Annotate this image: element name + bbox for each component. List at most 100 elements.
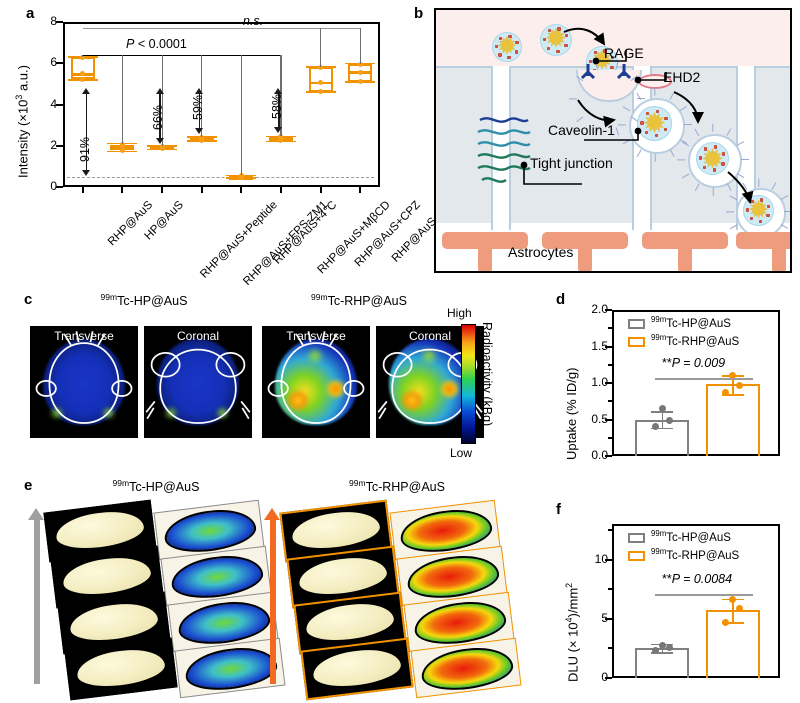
surface-ligand[interactable] xyxy=(759,198,764,202)
x-tick[interactable] xyxy=(279,187,282,193)
scatter-point[interactable] xyxy=(658,641,666,649)
view-label[interactable]: Transverse xyxy=(54,329,114,343)
cell-junction-1[interactable] xyxy=(491,66,511,230)
error-bar-1[interactable] xyxy=(661,411,664,428)
scatter-point[interactable] xyxy=(729,372,737,380)
data-point[interactable] xyxy=(119,147,125,153)
astrocyte-stem-3[interactable] xyxy=(678,247,692,271)
p-drop-6[interactable] xyxy=(280,55,282,137)
hotspot[interactable] xyxy=(305,348,325,365)
data-point[interactable] xyxy=(318,64,324,70)
x-tick[interactable] xyxy=(200,187,203,193)
caveolin-spike[interactable] xyxy=(684,124,692,126)
scatter-point[interactable] xyxy=(651,646,659,654)
y-minor-tick[interactable] xyxy=(607,436,612,439)
stack-arrow-head-1[interactable] xyxy=(28,508,44,520)
error-bar-2[interactable] xyxy=(732,374,734,394)
scatter-point[interactable] xyxy=(722,388,730,396)
y-tick-label[interactable]: 0.0 xyxy=(591,448,608,462)
surface-ligand[interactable] xyxy=(745,208,750,212)
y-minor-tick[interactable] xyxy=(607,363,612,366)
pct-arrow-line[interactable] xyxy=(159,93,161,139)
y-tick[interactable] xyxy=(56,186,63,188)
hotspot[interactable] xyxy=(49,406,65,419)
spect-image-3[interactable]: Transverse xyxy=(262,326,370,438)
data-point[interactable] xyxy=(199,135,205,140)
surface-ligand[interactable] xyxy=(714,145,718,149)
error-cap-bot-1[interactable] xyxy=(651,427,674,430)
data-point[interactable] xyxy=(357,61,363,67)
stack-arrow-head-2[interactable] xyxy=(264,508,280,520)
p-bracket[interactable] xyxy=(82,55,281,57)
view-label[interactable]: Coronal xyxy=(408,329,452,343)
astrocyte-body-4[interactable] xyxy=(736,232,790,249)
y-tick-label[interactable]: 5 xyxy=(601,610,608,625)
hotspot[interactable] xyxy=(215,406,231,419)
pct-arrow-line[interactable] xyxy=(86,93,88,172)
brain-section[interactable] xyxy=(304,599,396,645)
error-cap-bot-2[interactable] xyxy=(721,622,744,624)
astrocyte-body-2[interactable] xyxy=(542,232,628,249)
surface-ligand[interactable] xyxy=(758,219,763,223)
y-tick[interactable] xyxy=(56,103,63,106)
y-tick-label[interactable]: 8 xyxy=(50,14,57,28)
pct-arrowhead-up[interactable] xyxy=(195,88,204,95)
astrocyte-body-1[interactable] xyxy=(442,232,528,249)
y-tick[interactable] xyxy=(605,309,612,311)
pct-arrowhead-up[interactable] xyxy=(155,88,164,95)
y-tick[interactable] xyxy=(605,455,612,457)
surface-ligand[interactable] xyxy=(588,59,593,64)
pct-label[interactable]: 58% xyxy=(269,93,284,119)
data-point[interactable] xyxy=(80,54,86,60)
view-label[interactable]: Coronal xyxy=(176,329,220,343)
astrocyte-body-3[interactable] xyxy=(642,232,728,249)
y-tick-label[interactable]: 2.0 xyxy=(591,302,608,316)
vesicle-cargo-2[interactable]: ✹ xyxy=(696,142,729,175)
x-tick[interactable] xyxy=(161,187,164,193)
y-minor-tick[interactable] xyxy=(607,588,612,591)
surface-ligand[interactable] xyxy=(547,28,551,33)
surface-ligand[interactable] xyxy=(664,116,668,121)
surface-ligand[interactable] xyxy=(494,44,498,49)
y-tick-label[interactable]: 6 xyxy=(50,55,57,70)
pct-label[interactable]: 66% xyxy=(151,104,166,130)
surface-ligand[interactable] xyxy=(640,121,644,125)
astrocyte-stem-4[interactable] xyxy=(772,247,786,271)
data-point[interactable] xyxy=(80,77,86,83)
x-label-1[interactable]: RHP@AuS xyxy=(105,199,156,249)
surface-ligand[interactable] xyxy=(656,109,660,114)
y-minor-tick[interactable] xyxy=(607,327,612,330)
caveolin-spike[interactable] xyxy=(741,159,749,161)
surface-ligand[interactable] xyxy=(644,131,648,135)
surface-ligand[interactable] xyxy=(556,49,560,54)
hotspot[interactable] xyxy=(438,379,461,398)
y-tick[interactable] xyxy=(605,617,612,620)
pct-arrow-line[interactable] xyxy=(199,93,201,129)
scatter-point[interactable] xyxy=(665,643,673,651)
pct-arrowhead-up[interactable] xyxy=(82,88,91,95)
hotspot[interactable] xyxy=(285,390,310,410)
brain-section[interactable] xyxy=(297,553,389,599)
surface-ligand[interactable] xyxy=(702,165,707,170)
data-point[interactable] xyxy=(318,80,324,86)
scatter-point[interactable] xyxy=(729,596,737,604)
y-tick-label[interactable]: 0 xyxy=(50,179,57,193)
x-tick[interactable] xyxy=(359,187,362,193)
x-tick[interactable] xyxy=(121,187,124,193)
vesicle-cargo-1[interactable]: ✹ xyxy=(637,106,672,141)
brain-section[interactable] xyxy=(61,553,153,599)
baseline-dashed[interactable] xyxy=(67,176,374,178)
surface-ligand[interactable] xyxy=(766,214,770,218)
surface-ligand[interactable] xyxy=(721,152,726,156)
y-tick-label[interactable]: 2 xyxy=(50,137,57,152)
y-tick-label[interactable]: 0 xyxy=(601,670,608,684)
y-tick[interactable] xyxy=(605,558,612,561)
y-tick[interactable] xyxy=(56,21,63,23)
y-minor-tick[interactable] xyxy=(607,400,612,403)
y-minor-tick[interactable] xyxy=(607,647,612,650)
error-cap-bot-1[interactable] xyxy=(651,651,674,654)
surface-ligand[interactable] xyxy=(766,204,771,208)
scatter-point[interactable] xyxy=(665,416,673,424)
surface-ligand[interactable] xyxy=(507,55,511,60)
view-label[interactable]: Transverse xyxy=(286,329,346,343)
